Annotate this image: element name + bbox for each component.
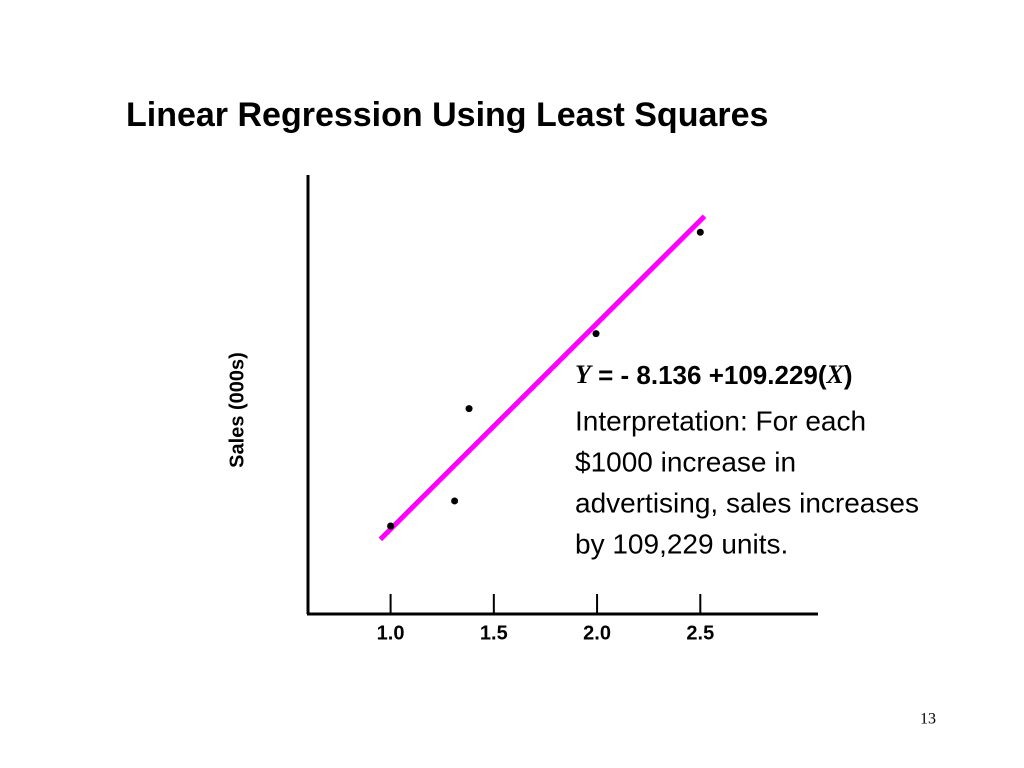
page-number: 13 <box>920 711 936 728</box>
data-point <box>387 522 395 530</box>
data-point <box>465 405 473 413</box>
equation: Y = - 8.136 +109.229(X) <box>575 360 853 390</box>
interpretation-line: $1000 increase in <box>575 446 796 477</box>
equation-end: ) <box>844 360 853 390</box>
interpretation-line: by 109,229 units. <box>575 528 788 559</box>
x-tick-label: 2.0 <box>583 622 611 644</box>
data-point <box>451 497 459 505</box>
y-axis-label: Sales (000s) <box>226 352 248 468</box>
x-tick-label: 2.5 <box>686 622 714 644</box>
data-point <box>592 330 600 338</box>
chart-title: Linear Regression Using Least Squares <box>126 96 768 134</box>
x-tick-label: 1.5 <box>480 622 508 644</box>
x-tick-label: 1.0 <box>377 622 405 644</box>
equation-middle: = - 8.136 +109.229( <box>591 360 827 390</box>
regression-line <box>378 214 707 542</box>
interpretation-line: advertising, sales increases <box>575 487 919 518</box>
data-point <box>696 228 704 236</box>
interpretation-line: Interpretation: For each <box>575 405 866 436</box>
equation-y: Y <box>575 360 593 389</box>
equation-x: X <box>826 360 845 389</box>
